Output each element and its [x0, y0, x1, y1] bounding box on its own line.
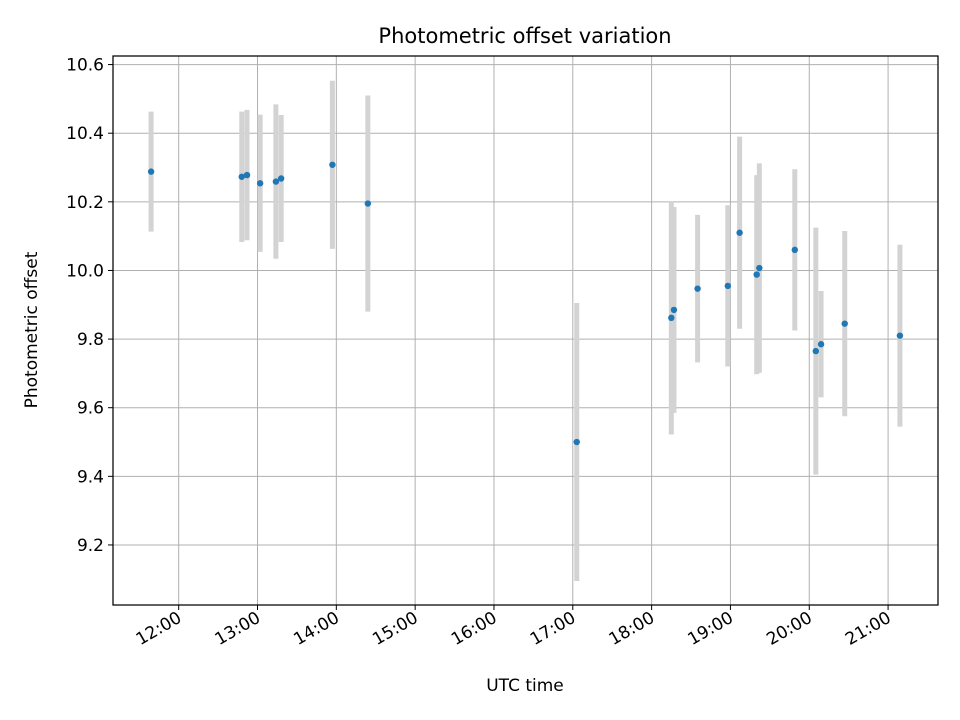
data-point — [896, 332, 904, 339]
y-tick-label: 9.6 — [77, 399, 104, 419]
data-point — [724, 282, 732, 290]
data-point — [329, 161, 336, 168]
data-point — [573, 438, 580, 446]
data-point — [256, 180, 264, 187]
data-points — [147, 161, 904, 446]
chart-title: Photometric offset variation — [378, 24, 671, 48]
y-tick-label: 9.2 — [77, 536, 104, 556]
data-point — [736, 229, 743, 236]
x-axis-label: UTC time — [486, 676, 564, 696]
data-point — [277, 175, 285, 182]
data-point — [272, 178, 280, 185]
data-point — [364, 200, 372, 207]
data-point — [147, 168, 155, 175]
data-point — [243, 171, 251, 179]
data-point — [756, 264, 763, 272]
y-tick-label: 10.4 — [66, 124, 104, 144]
y-tick-label: 9.4 — [77, 467, 104, 487]
data-point — [841, 320, 848, 327]
data-point — [668, 314, 675, 322]
plot-frame — [112, 55, 939, 606]
data-point — [238, 173, 245, 180]
grid — [113, 56, 938, 605]
y-tick-label: 10.2 — [66, 193, 104, 213]
y-axis-ticks: 9.2 9.4 9.6 9.8 10.0 10.2 10.4 10.6 — [66, 56, 113, 556]
y-tick-label: 10.0 — [66, 261, 104, 281]
data-point — [670, 306, 678, 314]
data-point — [817, 341, 825, 348]
y-tick-label: 10.6 — [66, 56, 104, 76]
data-point — [791, 246, 799, 254]
data-point — [812, 347, 820, 355]
y-axis-label: Photometric offset — [22, 251, 42, 408]
y-tick-label: 9.8 — [77, 330, 104, 350]
data-point — [753, 271, 760, 278]
data-point — [694, 285, 701, 292]
